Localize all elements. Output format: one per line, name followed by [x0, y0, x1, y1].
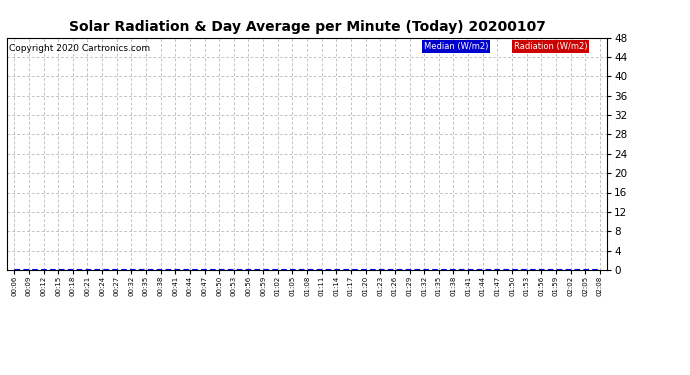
Text: Radiation (W/m2): Radiation (W/m2) [514, 42, 588, 51]
Title: Solar Radiation & Day Average per Minute (Today) 20200107: Solar Radiation & Day Average per Minute… [68, 20, 546, 33]
Text: Median (W/m2): Median (W/m2) [424, 42, 489, 51]
Text: Copyright 2020 Cartronics.com: Copyright 2020 Cartronics.com [9, 45, 150, 54]
